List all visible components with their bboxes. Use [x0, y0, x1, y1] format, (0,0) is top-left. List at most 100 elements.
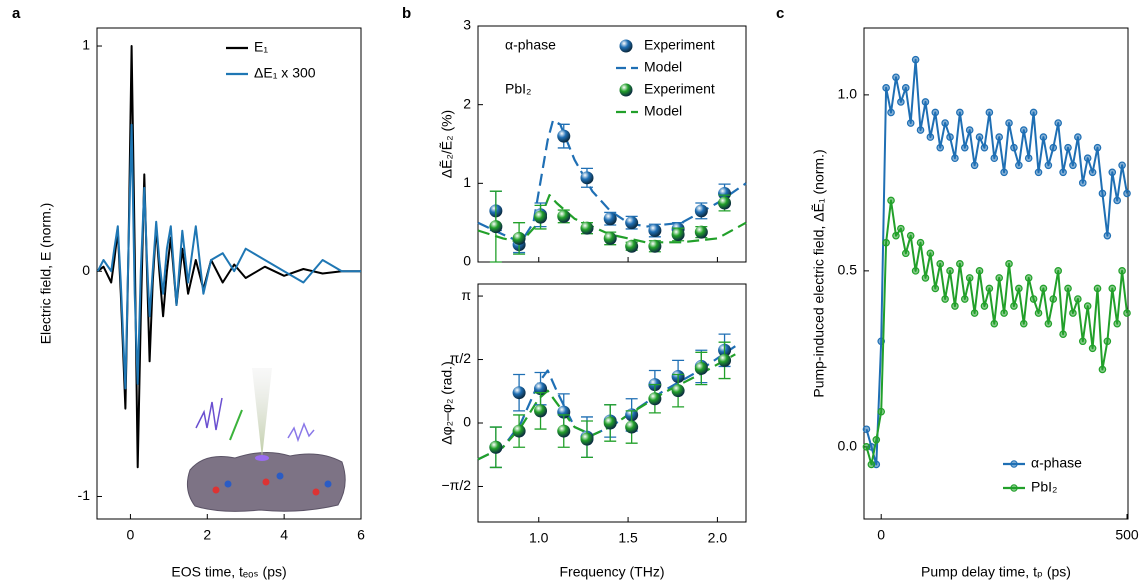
data-point — [1108, 284, 1117, 293]
y-tick-label: 2 — [463, 95, 471, 111]
data-point — [965, 126, 974, 134]
plot-frame — [863, 27, 1129, 520]
data-point — [936, 143, 945, 152]
data-point — [1029, 295, 1038, 303]
data-point — [951, 154, 959, 163]
data-point — [1010, 302, 1018, 310]
data-point — [489, 220, 503, 234]
data-point — [892, 231, 900, 240]
data-line — [865, 58, 1128, 466]
x-tick-label: 2.0 — [708, 530, 728, 546]
data-point — [906, 231, 915, 240]
data-point — [911, 267, 920, 275]
data-point — [534, 210, 548, 224]
data-point — [1064, 284, 1072, 293]
x-tick-label: 1.5 — [618, 530, 638, 546]
data-point — [931, 108, 940, 117]
data-point — [648, 392, 662, 406]
data-point — [960, 143, 969, 152]
data-point — [1054, 267, 1062, 275]
panel-letter: b — [402, 5, 411, 22]
y-tick-label: −π/2 — [441, 477, 471, 493]
data-point — [512, 424, 526, 438]
data-point — [1113, 196, 1121, 205]
data-point — [936, 260, 945, 268]
data-point — [882, 238, 890, 247]
data-point — [1093, 284, 1102, 293]
data-point — [1103, 337, 1112, 346]
data-point — [1019, 319, 1028, 328]
data-point — [648, 224, 662, 238]
data-point — [1074, 295, 1082, 303]
data-point — [557, 424, 571, 438]
pulse-out — [287, 421, 315, 443]
data-point — [882, 84, 890, 92]
y-tick-label: 0 — [82, 262, 90, 278]
data-point — [1024, 154, 1033, 163]
data-point — [1093, 143, 1102, 152]
data-point — [1064, 143, 1072, 152]
panel-letter: a — [12, 5, 21, 22]
data-point — [625, 216, 639, 230]
data-point — [990, 154, 999, 163]
data-point — [718, 353, 732, 367]
legend-label: Model — [644, 59, 682, 75]
data-point — [671, 227, 685, 241]
data-point — [1118, 267, 1126, 275]
data-point — [980, 302, 989, 310]
x-axis-label: Pump delay time, tₚ (ps) — [921, 564, 1071, 580]
data-point — [951, 302, 959, 310]
x-tick-label: 4 — [280, 527, 288, 543]
data-point — [872, 436, 881, 444]
data-point — [1049, 143, 1058, 152]
data-point — [906, 119, 915, 127]
data-point — [1113, 319, 1121, 328]
y-tick-label: 0 — [463, 414, 471, 430]
data-point — [897, 224, 905, 233]
data-point — [1098, 189, 1107, 198]
ion — [224, 480, 232, 488]
data-point — [916, 238, 925, 247]
y-tick-label: 0.0 — [838, 438, 858, 454]
data-point — [1108, 168, 1117, 177]
data-point — [1005, 260, 1013, 268]
data-point — [557, 209, 571, 223]
data-point — [1000, 309, 1008, 317]
data-point — [718, 196, 732, 210]
y-tick-label: 1.0 — [838, 86, 858, 102]
x-tick-label: 0 — [877, 527, 885, 543]
y-axis-label: Electric field, E (norm.) — [38, 203, 54, 345]
legend-label: PbI₂ — [1031, 479, 1057, 495]
data-point — [892, 73, 900, 82]
x-tick-label: 500 — [1115, 527, 1139, 543]
data-point — [694, 225, 708, 239]
legend-marker — [619, 83, 633, 97]
data-point — [956, 260, 964, 268]
inset-illustration — [186, 368, 346, 512]
data-point — [580, 171, 594, 185]
annotation: α-phase — [505, 37, 556, 53]
data-point — [926, 133, 935, 141]
data-point — [862, 425, 871, 434]
data-point — [694, 204, 708, 218]
data-point — [580, 432, 594, 446]
x-axis-label: EOS time, tₑₒₛ (ps) — [171, 564, 286, 580]
y-tick-label: π/2 — [450, 350, 472, 366]
data-line — [865, 199, 1128, 466]
data-point — [862, 443, 871, 451]
data-point — [1088, 168, 1097, 177]
data-point — [985, 284, 994, 293]
data-point — [901, 249, 910, 258]
data-point — [995, 274, 1003, 282]
legend-label: ΔE₁ x 300 — [254, 65, 316, 81]
data-point — [1039, 284, 1048, 293]
y-tick-label: π — [461, 287, 471, 303]
data-point — [648, 239, 662, 253]
data-point — [1059, 168, 1067, 177]
data-point — [718, 187, 732, 201]
data-point — [1078, 337, 1087, 346]
data-point — [557, 129, 571, 143]
data-point — [1103, 231, 1112, 240]
data-point — [1074, 133, 1082, 141]
